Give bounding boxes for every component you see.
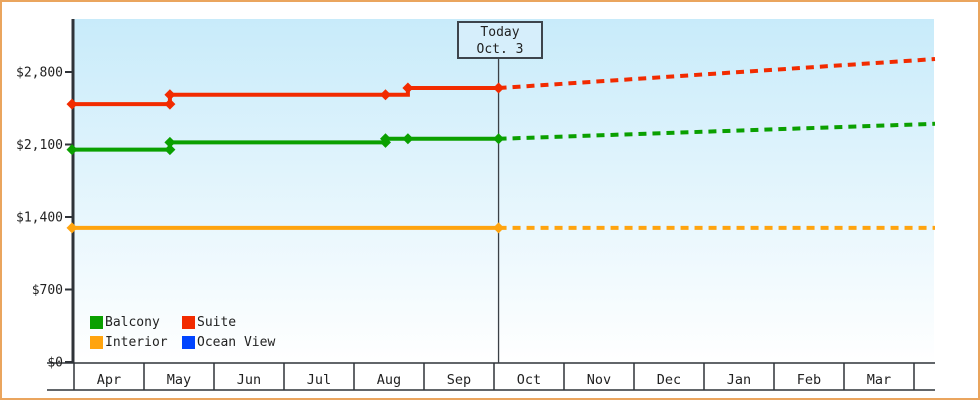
legend-label-balcony: Balcony [105,314,160,330]
legend-label-ocean-view: Ocean View [197,334,276,350]
month-label-sep: Sep [447,372,471,388]
legend-item-suite: Suite [182,312,275,332]
series-marker-balcony [380,133,391,145]
y-tick-label: $700 [32,283,63,298]
series-marker-suite [493,82,505,94]
legend-label-interior: Interior [105,334,168,350]
today-label: Today [480,25,520,40]
y-tick-label: $1,400 [16,211,63,226]
month-label-mar: Mar [867,372,891,388]
today-marker-box: Today Oct. 3 [457,21,543,59]
month-label-nov: Nov [587,372,611,388]
series-marker-interior [66,222,78,234]
series-marker-balcony [402,133,414,145]
ocean-view-color-swatch [182,335,195,349]
series-marker-suite [164,89,176,101]
today-date: Oct. 3 [476,42,524,57]
series-marker-balcony [66,144,78,156]
series-marker-interior [493,222,505,234]
month-label-may: May [167,372,191,388]
series-marker-balcony [493,133,505,145]
legend-item-balcony: Balcony [90,312,182,332]
series-marker-suite [164,98,176,110]
series-forecast-line-suite [498,57,936,91]
legend-label-suite: Suite [197,314,237,330]
month-label-aug: Aug [377,372,401,388]
y-tick-label: $2,100 [16,138,63,153]
legend-item-ocean-view: Ocean View [182,332,275,352]
series-forecast-line-balcony [498,121,936,141]
month-label-feb: Feb [797,372,821,388]
y-tick-label: $2,800 [16,66,63,81]
series-marker-suite [380,89,391,101]
series-marker-balcony [164,136,176,148]
month-label-oct: Oct [517,372,541,388]
plot-area [74,19,934,363]
month-label-dec: Dec [657,372,681,388]
chart-legend: Balcony Suite Interior Ocean View [90,312,275,352]
balcony-color-swatch [90,315,103,329]
month-label-jan: Jan [727,372,751,388]
series-marker-suite [66,98,78,110]
month-label-apr: Apr [97,372,121,388]
series-marker-balcony [164,144,176,156]
series-line-suite [74,86,499,107]
series-marker-suite [402,82,414,94]
legend-item-interior: Interior [90,332,182,352]
month-label-jul: Jul [307,372,331,388]
interior-color-swatch [90,335,103,349]
y-tick-label: $0 [47,356,63,371]
suite-color-swatch [182,315,195,329]
month-label-jun: Jun [237,372,261,388]
